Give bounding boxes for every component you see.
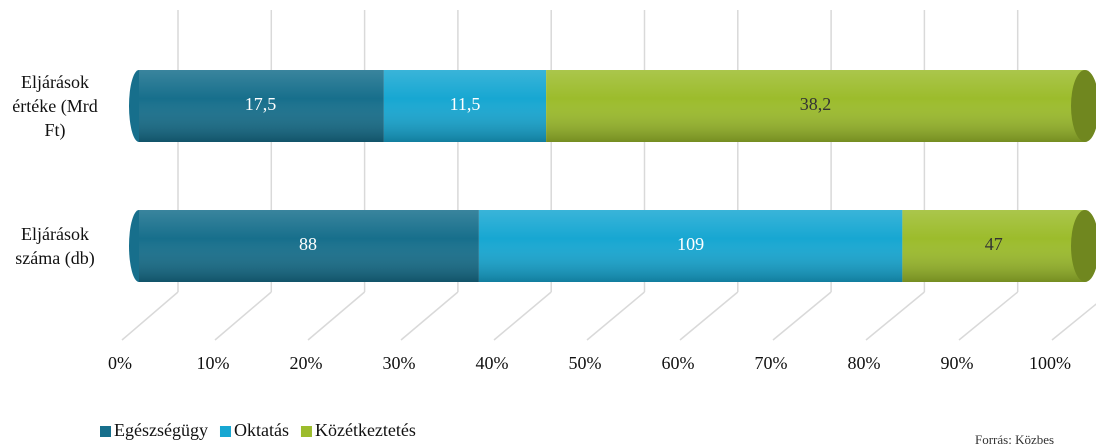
data-label: 38,2 [800, 94, 832, 114]
legend-swatch [300, 426, 312, 437]
x-tick-label: 20% [290, 353, 323, 373]
y-tick-label: Eljárások száma (db) [15, 224, 95, 268]
bar-shade [139, 70, 384, 142]
x-tick-label: 90% [941, 353, 974, 373]
x-tick-label: 30% [383, 353, 416, 373]
grid-line-floor [493, 291, 552, 341]
legend-swatch [100, 426, 111, 437]
grid-line-floor [400, 291, 459, 341]
x-tick-label: 50% [569, 353, 602, 373]
x-tick-label: 70% [755, 353, 788, 373]
bar-cap-right [1071, 210, 1096, 282]
grid-line-floor [121, 291, 179, 341]
x-tick-label: 100% [1029, 353, 1071, 373]
grid-line-floor [214, 291, 272, 341]
x-tick-label: 60% [662, 353, 695, 373]
x-tick-label: 10% [197, 353, 230, 373]
data-label: 17,5 [245, 94, 277, 114]
data-label: 11,5 [450, 94, 481, 114]
grid-line-floor [586, 291, 645, 341]
grid-line-floor [865, 291, 925, 341]
bar-cap-right-shade [1071, 70, 1096, 142]
bar-cap-right-shade [1071, 210, 1096, 282]
bar-cap-right [1071, 70, 1096, 142]
source: Forrás: Közbes [975, 432, 1054, 444]
grid-line-floor [772, 291, 832, 341]
x-tick-label: 40% [476, 353, 509, 373]
grid-line-floor [679, 291, 739, 341]
x-tick-label: 80% [848, 353, 881, 373]
data-label: 88 [299, 234, 317, 254]
bar-shade [902, 210, 1085, 282]
legend-label: Közétkeztetés [315, 420, 416, 440]
bar-shade [139, 210, 479, 282]
data-label: 47 [985, 234, 1003, 254]
grid-line-floor [958, 291, 1019, 341]
bar-shade [383, 70, 547, 142]
bar-shade [546, 70, 1085, 142]
bar-shade [478, 210, 903, 282]
grid-line-floor [1051, 303, 1096, 341]
x-tick-label: 0% [108, 353, 132, 373]
legend-label: Oktatás [234, 420, 289, 440]
data-label: 109 [677, 234, 704, 254]
grid-line-floor [307, 291, 366, 341]
legend-label: Egészségügy [114, 420, 208, 440]
legend-swatch [219, 426, 231, 437]
y-tick-label: Eljárások értéke (Mrd Ft) [12, 72, 98, 140]
